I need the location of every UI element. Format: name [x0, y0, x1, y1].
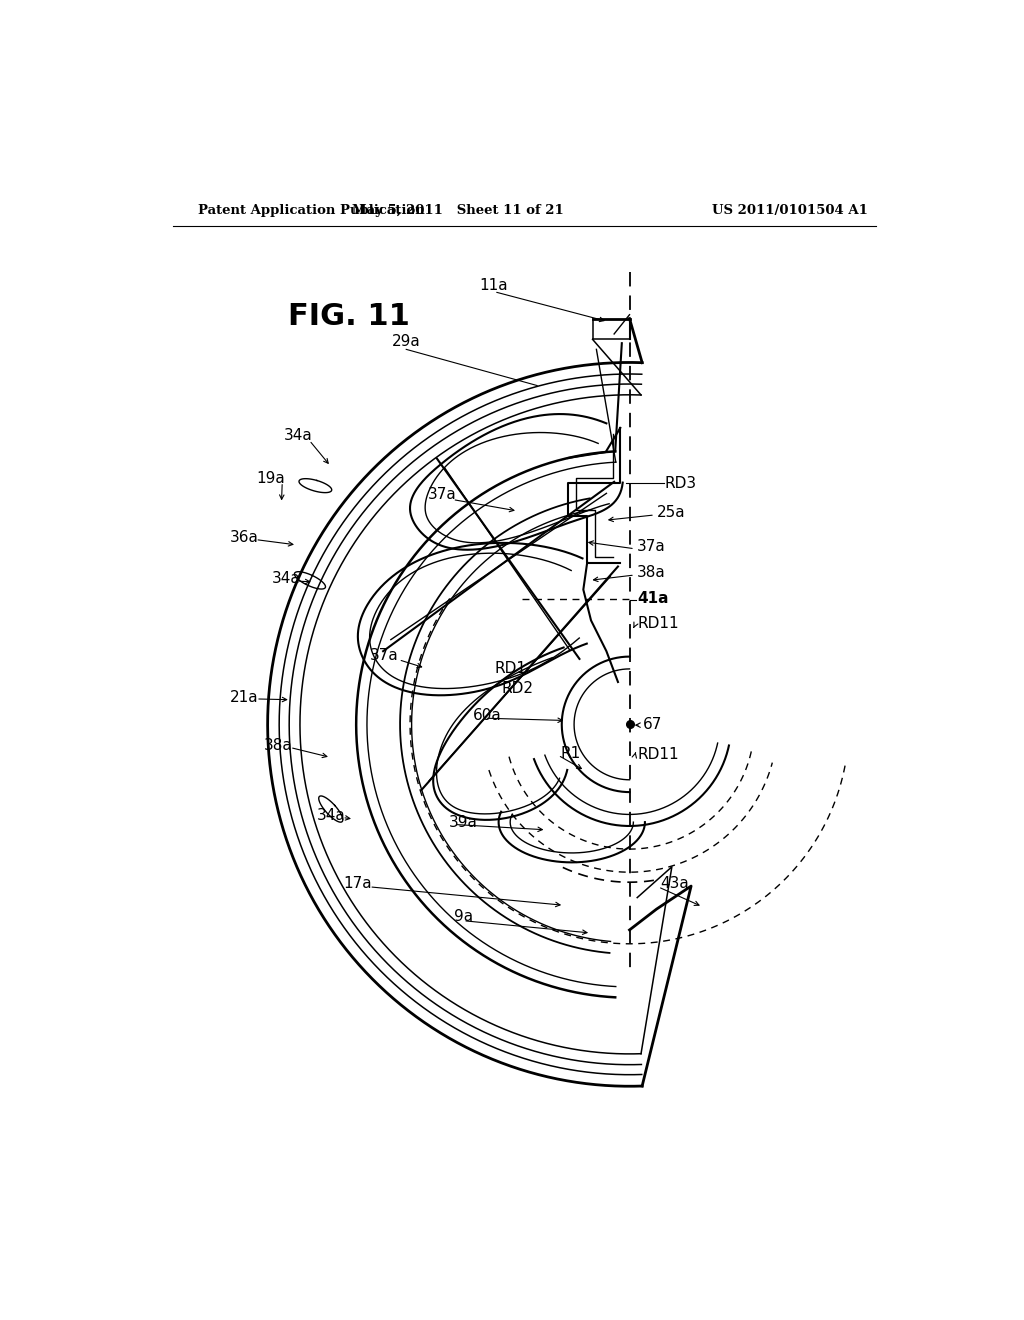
Text: RD11: RD11 [637, 747, 679, 762]
Text: 25a: 25a [656, 506, 685, 520]
Text: RD2: RD2 [502, 681, 534, 696]
Text: 11a: 11a [479, 279, 508, 293]
Text: RD3: RD3 [665, 475, 696, 491]
Text: 37a: 37a [637, 539, 666, 554]
Text: R1: R1 [560, 746, 581, 762]
Text: 34a: 34a [316, 808, 345, 824]
Text: 41a: 41a [637, 591, 669, 606]
Text: 67: 67 [643, 717, 662, 731]
Text: 38a: 38a [264, 738, 293, 752]
Text: 39a: 39a [449, 814, 477, 830]
Text: US 2011/0101504 A1: US 2011/0101504 A1 [712, 205, 867, 218]
Text: 34a: 34a [271, 572, 300, 586]
Text: 60a: 60a [473, 709, 502, 723]
Text: RD1: RD1 [494, 660, 526, 676]
Text: 37a: 37a [428, 487, 457, 502]
Text: 29a: 29a [392, 334, 421, 350]
Text: 9a: 9a [454, 908, 473, 924]
Text: 37a: 37a [371, 648, 399, 663]
Text: 34a: 34a [284, 428, 312, 444]
Text: 38a: 38a [637, 565, 666, 581]
Text: 43a: 43a [660, 876, 689, 891]
Text: 17a: 17a [343, 876, 372, 891]
Text: 36a: 36a [230, 529, 259, 545]
Text: May 5, 2011   Sheet 11 of 21: May 5, 2011 Sheet 11 of 21 [352, 205, 563, 218]
Text: 19a: 19a [256, 471, 285, 486]
Text: RD11: RD11 [637, 616, 679, 631]
Text: 21a: 21a [230, 690, 259, 705]
Text: Patent Application Publication: Patent Application Publication [199, 205, 425, 218]
Text: FIG. 11: FIG. 11 [289, 302, 411, 331]
